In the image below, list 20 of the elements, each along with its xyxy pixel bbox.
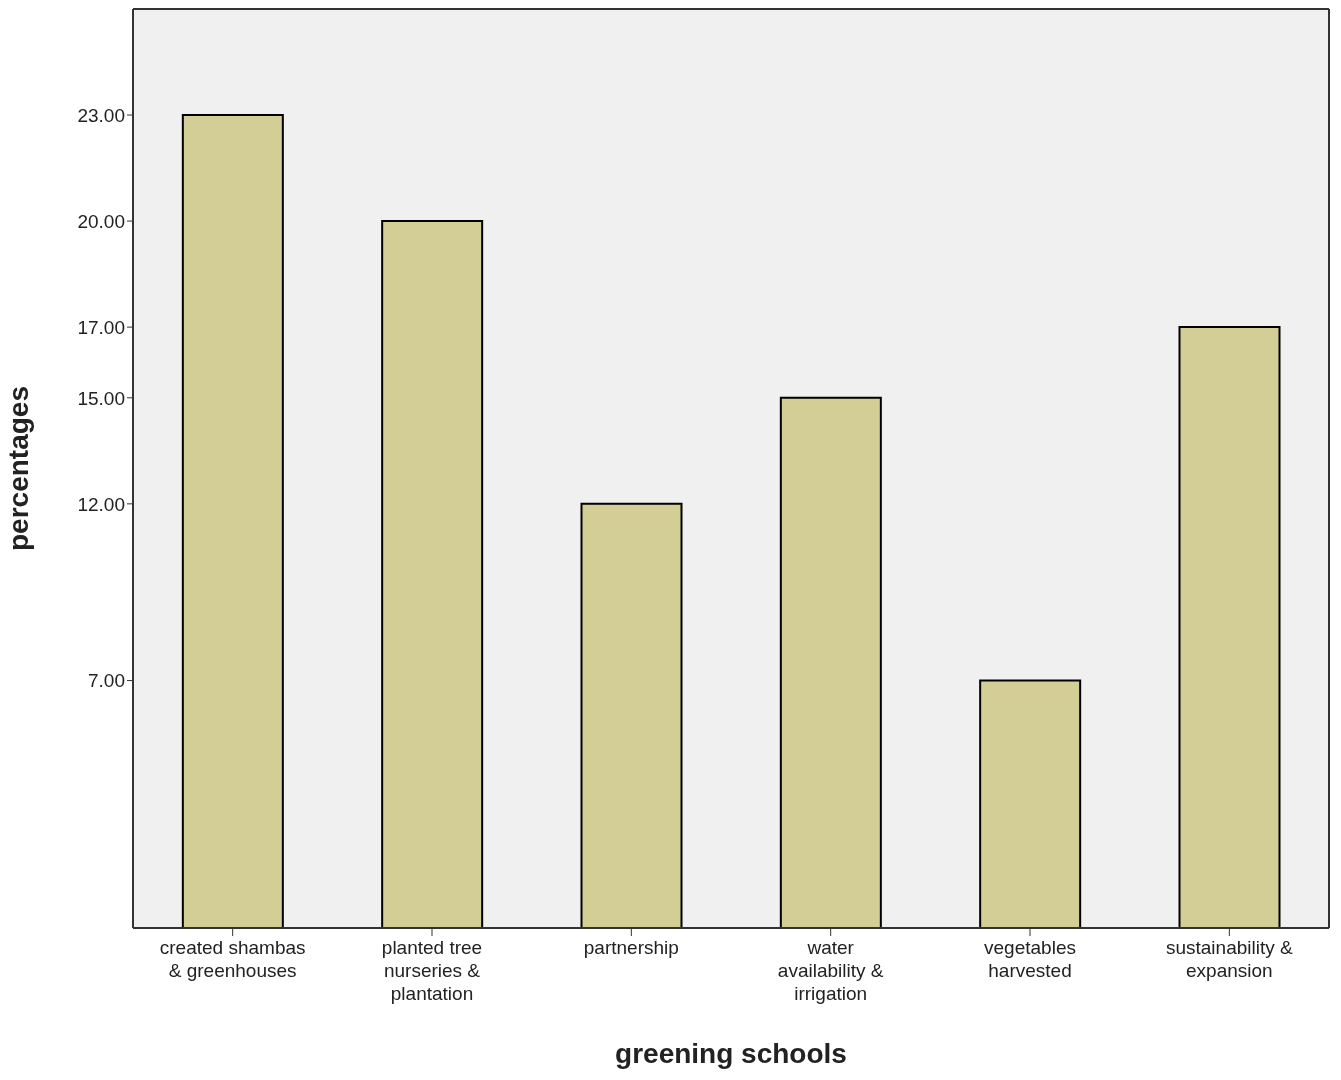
bar (181, 114, 284, 928)
y-tick-label: 23.00 (77, 104, 125, 126)
bar (381, 220, 484, 928)
x-tick-label: water availability & irrigation (777, 937, 884, 1004)
y-tick-label: 15.00 (77, 387, 125, 409)
bar (580, 502, 683, 928)
y-tick-label: 7.00 (88, 670, 125, 692)
x-axis-title: greening schools (615, 1038, 847, 1069)
x-tick-label: partnership (583, 937, 679, 958)
x-tick-label: planted tree nurseries & plantation (381, 937, 483, 1004)
x-tick-label: vegetables harvested (984, 937, 1076, 981)
x-tick-label: sustainability & expansion (1165, 937, 1294, 981)
y-tick-label: 12.00 (77, 493, 125, 515)
bar (779, 396, 882, 928)
bar (1178, 326, 1281, 928)
y-axis-title: percentages (2, 386, 34, 551)
y-tick-label: 20.00 (77, 210, 125, 232)
x-tick-label: created shambas & greenhouses (159, 937, 306, 981)
y-tick-label: 17.00 (77, 316, 125, 338)
bar (979, 679, 1082, 928)
